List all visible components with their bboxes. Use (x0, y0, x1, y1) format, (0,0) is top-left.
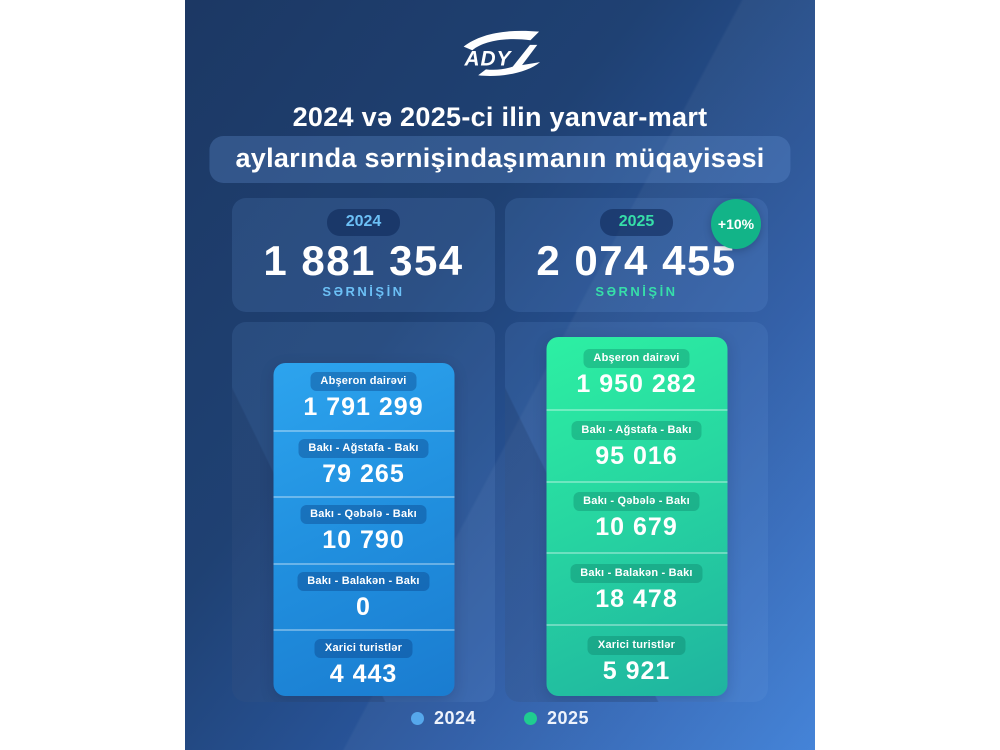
route-card-2025: Abşeron dairəvi 1 950 282 Bakı - Ağstafa… (546, 337, 727, 696)
detail-panel-2025: Abşeron dairəvi 1 950 282 Bakı - Ağstafa… (505, 322, 768, 702)
route-value: 1 950 282 (576, 369, 697, 398)
route-value: 95 016 (595, 441, 678, 470)
route-row-2025-agstafa: Bakı - Ağstafa - Bakı 95 016 (546, 408, 727, 481)
legend-label-2025: 2025 (547, 708, 590, 728)
route-value: 10 790 (322, 526, 405, 555)
route-row-2025-balaken: Bakı - Balakən - Bakı 18 478 (546, 552, 727, 624)
legend-item-2024: 2024 (410, 708, 476, 729)
route-value: 4 443 (329, 659, 398, 688)
detail-row: Abşeron dairəvi 1 791 299 Bakı - Ağstafa… (232, 322, 768, 702)
route-row-2024-qebele: Bakı - Qəbələ - Bakı 10 790 (273, 496, 454, 563)
detail-panel-2024: Abşeron dairəvi 1 791 299 Bakı - Ağstafa… (232, 322, 495, 702)
route-row-2024-balaken: Bakı - Balakən - Bakı 0 (273, 562, 454, 630)
route-row-2024-turistler: Xarici turistlər 4 443 (273, 629, 454, 696)
route-label: Bakı - Qəbələ - Bakı (573, 492, 700, 512)
page-title-line2: aylarında sərnişindaşımanın müqayisəsi (209, 136, 791, 183)
year-badge-2024: 2024 (326, 209, 401, 236)
total-passengers-2025: 2 074 455 (536, 237, 737, 284)
route-label: Abşeron dairəvi (310, 372, 417, 392)
route-label: Bakı - Qəbələ - Bakı (300, 505, 427, 525)
route-card-2024: Abşeron dairəvi 1 791 299 Bakı - Ağstafa… (273, 363, 454, 696)
legend: 2024 2025 (185, 708, 815, 729)
route-value: 10 679 (595, 513, 678, 542)
route-label: Bakı - Ağstafa - Bakı (571, 420, 702, 440)
legend-dot-blue-icon (410, 712, 424, 725)
unit-label-2024: SƏRNİŞİN (322, 284, 405, 300)
growth-badge: +10% (711, 199, 761, 249)
route-label: Xarici turistlər (587, 636, 686, 656)
route-row-2025-turistler: Xarici turistlər 5 921 (546, 624, 727, 696)
route-label: Bakı - Balakən - Bakı (570, 564, 703, 584)
summary-card-2025: 2025 2 074 455 SƏRNİŞİN +10% (505, 198, 768, 312)
route-value: 1 791 299 (303, 393, 424, 422)
route-label: Abşeron dairəvi (583, 348, 690, 368)
route-value: 79 265 (322, 459, 405, 488)
infographic-poster: ADY 2024 və 2025-ci ilin yanvar-mart ayl… (185, 0, 815, 750)
svg-text:ADY: ADY (464, 48, 513, 71)
route-label: Xarici turistlər (314, 638, 413, 658)
ady-logo: ADY (450, 24, 550, 82)
year-badge-2025: 2025 (599, 209, 674, 236)
summary-row: 2024 1 881 354 SƏRNİŞİN 2025 2 074 455 S… (232, 198, 768, 312)
page-title-line1: 2024 və 2025-ci ilin yanvar-mart (292, 102, 708, 132)
legend-dot-green-icon (524, 712, 537, 725)
route-label: Bakı - Ağstafa - Bakı (298, 438, 429, 458)
route-value: 0 (356, 593, 371, 622)
ady-logo-graphic: ADY (464, 30, 540, 77)
route-row-2024-abseron: Abşeron dairəvi 1 791 299 (273, 363, 454, 430)
route-label: Bakı - Balakən - Bakı (297, 572, 430, 592)
route-value: 5 921 (602, 657, 671, 686)
route-value: 18 478 (595, 585, 678, 614)
legend-label-2024: 2024 (433, 708, 476, 728)
route-row-2025-abseron: Abşeron dairəvi 1 950 282 (546, 337, 727, 409)
route-row-2025-qebele: Bakı - Qəbələ - Bakı 10 679 (546, 480, 727, 553)
unit-label-2025: SƏRNİŞİN (595, 284, 678, 300)
legend-item-2025: 2025 (524, 708, 589, 729)
total-passengers-2024: 1 881 354 (263, 237, 464, 284)
route-row-2024-agstafa: Bakı - Ağstafa - Bakı 79 265 (273, 429, 454, 497)
summary-card-2024: 2024 1 881 354 SƏRNİŞİN (232, 198, 495, 312)
